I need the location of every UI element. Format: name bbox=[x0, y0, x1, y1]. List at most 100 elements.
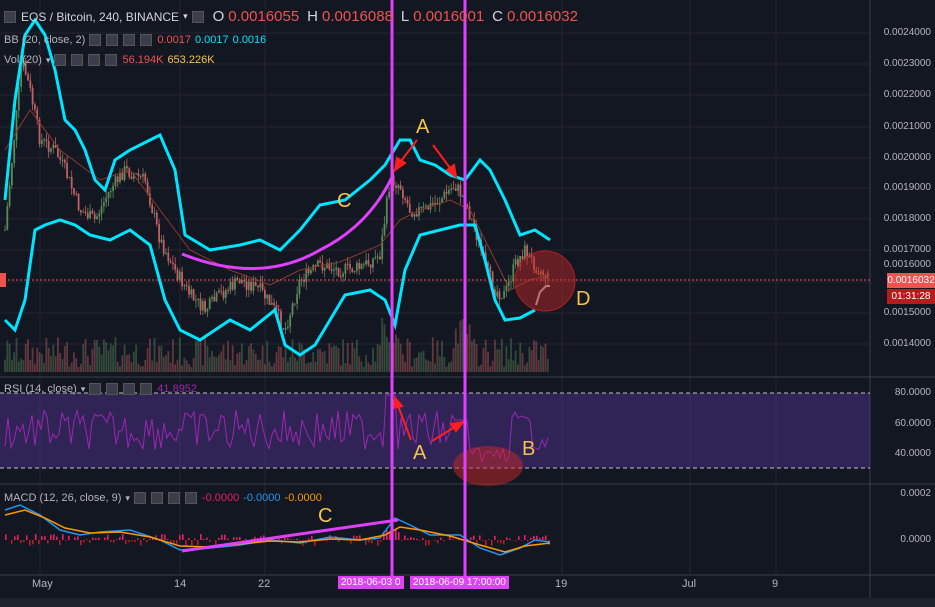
candle-body bbox=[29, 80, 32, 88]
macd-hist-bar bbox=[119, 537, 121, 540]
more-icon[interactable] bbox=[105, 54, 118, 66]
macd-hist-bar bbox=[116, 539, 118, 540]
bottom-toolbar[interactable] bbox=[0, 598, 935, 607]
gear-icon[interactable] bbox=[106, 383, 119, 395]
more-icon[interactable] bbox=[140, 383, 153, 395]
macd-hist-bar bbox=[368, 540, 370, 543]
macd-hist-bar bbox=[110, 540, 112, 543]
candle-body bbox=[6, 206, 9, 230]
volume-bar bbox=[158, 345, 160, 372]
volume-bar bbox=[422, 350, 425, 372]
more-icon[interactable] bbox=[184, 492, 197, 504]
candle-body bbox=[22, 60, 25, 68]
macd-hist-bar bbox=[26, 535, 28, 540]
candle-body bbox=[215, 292, 218, 302]
rsi-line bbox=[4, 394, 549, 464]
bb-label[interactable]: BB (20, close, 2) bbox=[4, 34, 86, 46]
rsi-tick: 80.0000 bbox=[894, 387, 931, 398]
close-icon[interactable] bbox=[123, 383, 136, 395]
volume-bar bbox=[206, 345, 209, 372]
vol-dropdown-icon[interactable]: ▾ bbox=[45, 54, 51, 65]
candle-body bbox=[445, 191, 448, 194]
volume-bar bbox=[176, 359, 179, 372]
macd-hist-bar bbox=[359, 535, 361, 540]
volume-bar bbox=[356, 339, 358, 372]
candle-body bbox=[505, 286, 508, 292]
macd-hist-bar bbox=[434, 540, 436, 542]
chart-header: EOS / Bitcoin, 240, BINANCE ▾ O 0.0016055… bbox=[4, 8, 578, 25]
vol-legend[interactable]: Vol (20) ▾ 56.194K 653.226K bbox=[4, 54, 215, 66]
volume-bar bbox=[367, 362, 370, 372]
macd-hist-bar bbox=[140, 540, 142, 546]
volume-bar bbox=[344, 362, 347, 372]
candle-body bbox=[119, 172, 121, 182]
volume-bar bbox=[468, 324, 471, 372]
time-badge-2: 2018-06-09 17:00:00 bbox=[410, 576, 509, 589]
more-icon[interactable] bbox=[140, 34, 153, 46]
candle-body bbox=[514, 259, 517, 265]
close-icon[interactable] bbox=[88, 54, 101, 66]
macd-dropdown-icon[interactable]: ▾ bbox=[125, 492, 130, 503]
candle-body bbox=[339, 276, 342, 278]
volume-bar bbox=[335, 345, 338, 372]
candle-body bbox=[321, 262, 324, 271]
bb-basis-line bbox=[4, 109, 551, 291]
macd-hist-bar bbox=[155, 535, 157, 540]
candle-body bbox=[31, 87, 34, 105]
macd-hist-bar bbox=[287, 538, 289, 540]
rsi-dropdown-icon[interactable]: ▾ bbox=[80, 383, 86, 394]
candle-body bbox=[190, 289, 193, 295]
candle-body bbox=[353, 270, 356, 273]
volume-bar bbox=[540, 345, 542, 372]
eye-icon[interactable] bbox=[133, 492, 146, 504]
candle-body bbox=[121, 172, 124, 181]
macd-hist-bar bbox=[56, 536, 58, 540]
volume-bar bbox=[261, 345, 264, 372]
eye-icon[interactable] bbox=[54, 54, 67, 66]
gear-icon[interactable] bbox=[150, 492, 163, 504]
candle-body bbox=[415, 214, 418, 217]
candle-body bbox=[351, 268, 354, 273]
candle-body bbox=[296, 294, 298, 304]
volume-bar bbox=[234, 364, 236, 372]
macd-legend[interactable]: MACD (12, 26, close, 9) ▾ -0.0000 -0.000… bbox=[4, 492, 322, 504]
macd-hist-bar bbox=[131, 540, 133, 542]
candle-body bbox=[530, 253, 533, 257]
vol-label[interactable]: Vol (20) bbox=[4, 54, 42, 66]
candle-body bbox=[425, 205, 427, 207]
volume-bar bbox=[93, 339, 96, 372]
rsi-legend[interactable]: RSI (14, close) ▾ 41.8952 bbox=[4, 383, 197, 395]
volume-bar bbox=[215, 357, 218, 372]
symbol-dropdown-icon[interactable]: ▾ bbox=[183, 11, 188, 21]
vol-value-1: 56.194K bbox=[122, 54, 164, 66]
eye-icon[interactable] bbox=[89, 34, 102, 46]
candle-body bbox=[289, 315, 292, 327]
close-icon[interactable] bbox=[123, 34, 136, 46]
volume-bar bbox=[542, 347, 545, 372]
volume-bar bbox=[222, 344, 225, 372]
candle-body bbox=[323, 268, 326, 271]
candle-body bbox=[519, 256, 522, 267]
candle-body bbox=[8, 185, 11, 207]
collapse-icon[interactable] bbox=[4, 10, 16, 23]
macd-hist-bar bbox=[92, 537, 94, 540]
gear-icon[interactable] bbox=[106, 34, 119, 46]
volume-bar bbox=[91, 348, 94, 372]
volume-bar bbox=[238, 352, 241, 372]
candle-body bbox=[45, 139, 48, 142]
symbol-title[interactable]: EOS / Bitcoin, 240, BINANCE bbox=[21, 9, 180, 24]
close-icon[interactable] bbox=[167, 492, 180, 504]
volume-bar bbox=[300, 344, 303, 372]
macd-label[interactable]: MACD (12, 26, close, 9) bbox=[4, 492, 122, 504]
candle-body bbox=[408, 203, 411, 213]
eye-icon[interactable] bbox=[89, 383, 102, 395]
macd-hist-bar bbox=[410, 537, 412, 540]
candle-body bbox=[224, 290, 227, 298]
candle-body bbox=[183, 285, 186, 287]
candle-body bbox=[15, 110, 18, 141]
settings-icon[interactable] bbox=[191, 10, 204, 23]
bb-legend[interactable]: BB (20, close, 2) 0.0017 0.0017 0.0016 bbox=[4, 34, 266, 46]
rsi-label[interactable]: RSI (14, close) bbox=[4, 383, 77, 395]
gear-icon[interactable] bbox=[71, 54, 84, 66]
